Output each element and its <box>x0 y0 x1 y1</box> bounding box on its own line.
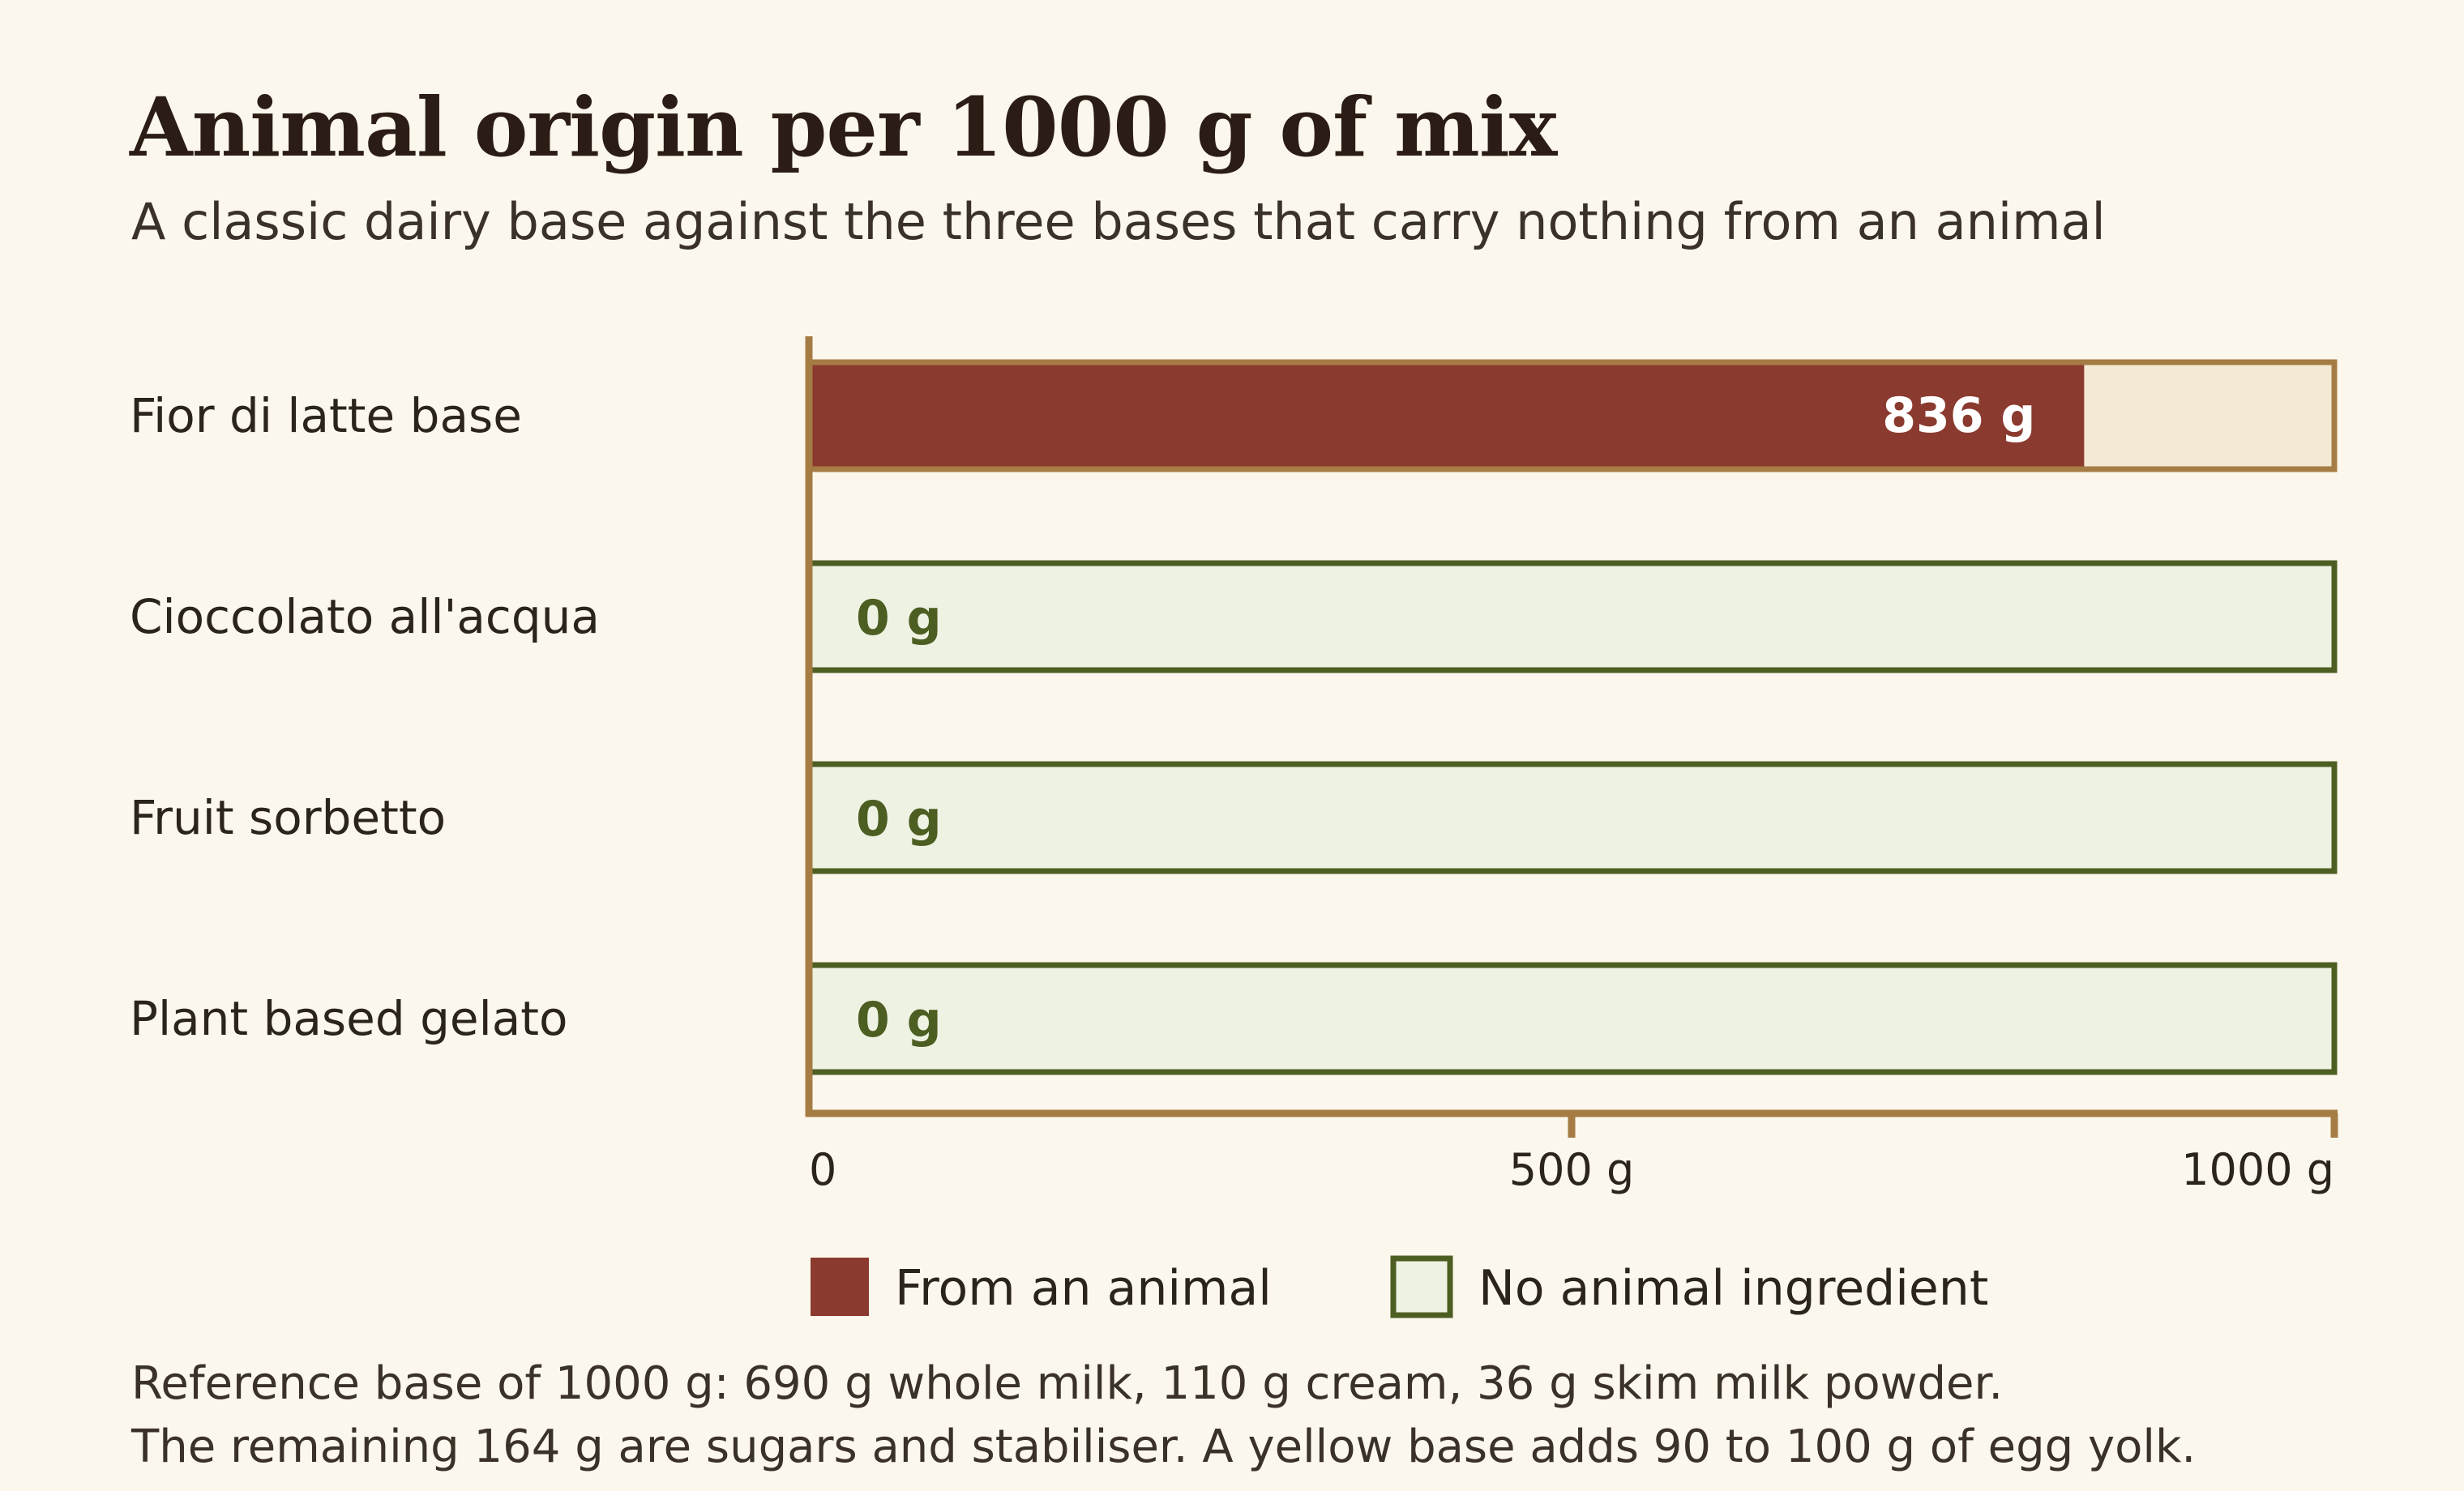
bar-animal <box>809 362 2085 469</box>
bar-chart: Fior di latte base Cioccolato all'acqua Fr… <box>130 336 2338 1318</box>
footnote-line-2: The remaining 164 g are sugars and stabi… <box>131 1421 2197 1473</box>
bar-no-animal <box>806 962 2338 1075</box>
legend-label-no-animal: No animal ingredient <box>1478 1260 1988 1317</box>
x-tick-label: 1000 g <box>2181 1144 2334 1195</box>
legend-swatch-animal <box>811 1258 869 1316</box>
legend-label-animal: From an animal <box>895 1260 1272 1317</box>
x-tick-label: 500 g <box>1509 1144 1635 1195</box>
category-label: Fruit sorbetto <box>130 790 446 845</box>
bar-no-animal <box>806 761 2338 874</box>
footnote-line-1: Reference base of 1000 g: 690 g whole mi… <box>131 1357 2004 1410</box>
bar-value-label: 0 g <box>856 992 942 1049</box>
chart-subtitle: A classic dairy base against the three b… <box>131 192 2106 251</box>
chart-title: Animal origin per 1000 g of mix <box>130 79 1557 175</box>
bar-value-label: 0 g <box>856 791 942 848</box>
category-label: Plant based gelato <box>130 991 567 1046</box>
bar-no-animal <box>806 560 2338 673</box>
category-label: Cioccolato all'acqua <box>130 589 600 644</box>
category-label: Fior di latte base <box>130 388 522 443</box>
x-tick-label: 0 <box>809 1144 836 1195</box>
legend-swatch-no-animal <box>1390 1255 1453 1318</box>
bar-value-label: 836 g <box>1882 387 2035 444</box>
bar-value-label: 0 g <box>856 590 942 647</box>
